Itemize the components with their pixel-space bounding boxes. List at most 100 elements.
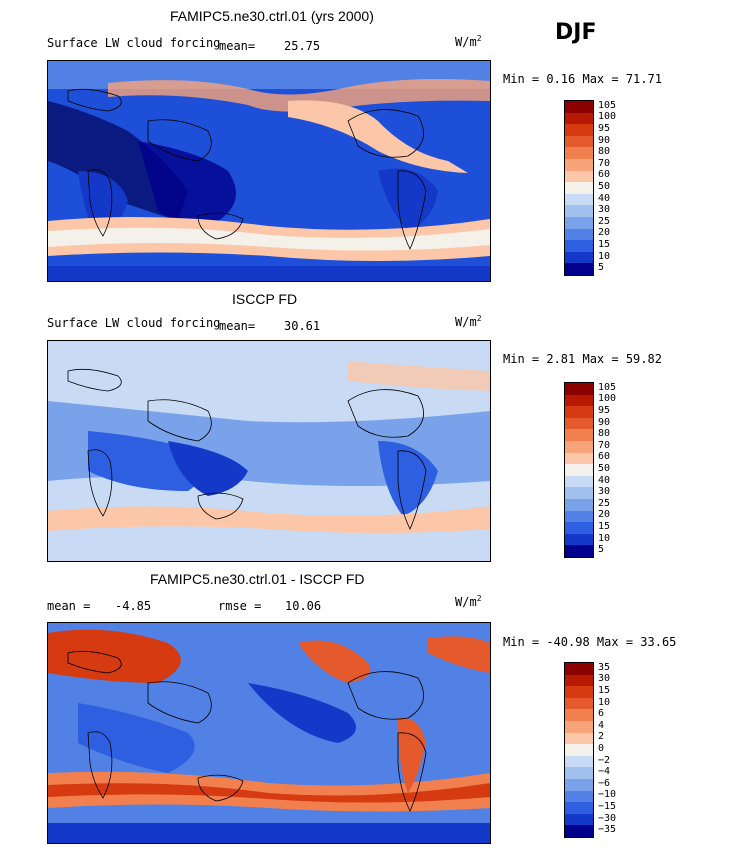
colorbar-tick-label: 105 xyxy=(598,381,617,393)
colorbar-segment xyxy=(565,383,593,395)
panel1-minmax: Min = 0.16 Max = 71.71 xyxy=(503,72,662,86)
colorbar-segment xyxy=(565,440,593,453)
panel2-mean-value: 30.61 xyxy=(284,319,321,333)
colorbar-tick-label: 5 xyxy=(598,262,605,274)
panel2-units: W/m2 xyxy=(455,314,482,329)
panel1-colorbar xyxy=(564,100,594,276)
colorbar-segment xyxy=(565,170,593,183)
colorbar-segment xyxy=(565,790,593,803)
colorbar-segment xyxy=(565,228,593,241)
colorbar-tick-label: 50 xyxy=(598,181,611,192)
colorbar-segment xyxy=(565,767,593,779)
panel2-map-svg xyxy=(48,341,490,561)
panel3-mean-value: -4.85 xyxy=(115,599,152,613)
panel1-units: W/m2 xyxy=(455,34,482,49)
colorbar-segment xyxy=(565,182,593,194)
colorbar-segment xyxy=(565,709,593,721)
colorbar-segment xyxy=(565,510,593,523)
colorbar-tick-label: −30 xyxy=(598,812,617,824)
colorbar-segment xyxy=(565,135,593,148)
colorbar-segment xyxy=(565,825,593,837)
colorbar-tick-label: 95 xyxy=(598,123,611,134)
colorbar-tick-label: 5 xyxy=(598,544,605,556)
colorbar-tick-label: 25 xyxy=(598,497,611,509)
colorbar-segment xyxy=(565,487,593,499)
colorbar-segment xyxy=(565,732,593,745)
colorbar-segment xyxy=(565,429,593,441)
panel3-title: FAMIPC5.ne30.ctrl.01 - ISCCP FD xyxy=(150,571,365,587)
colorbar-segment xyxy=(565,112,593,125)
colorbar-segment xyxy=(565,417,593,430)
panel3-rmse-value: 10.06 xyxy=(285,599,322,613)
colorbar-segment xyxy=(565,158,593,171)
colorbar-tick-label: 20 xyxy=(598,227,611,239)
panel2-map xyxy=(47,340,491,562)
colorbar-tick-label: 10 xyxy=(598,250,611,262)
panel2-colorbar xyxy=(564,382,594,558)
colorbar-tick-label: −2 xyxy=(598,754,611,766)
colorbar-tick-label: 2 xyxy=(598,731,605,743)
panel1-map-svg xyxy=(48,61,490,281)
colorbar-segment xyxy=(565,686,593,698)
colorbar-segment xyxy=(565,475,593,488)
colorbar-tick-label: 40 xyxy=(598,192,611,204)
panel2-mean-label: mean= xyxy=(219,319,256,333)
colorbar-tick-label: 30 xyxy=(598,673,611,685)
colorbar-segment xyxy=(565,124,593,136)
colorbar-tick-label: 100 xyxy=(598,111,617,123)
colorbar-tick-label: −4 xyxy=(598,766,611,778)
colorbar-tick-label: 15 xyxy=(598,239,611,250)
colorbar-tick-label: 15 xyxy=(598,685,611,696)
colorbar-tick-label: 35 xyxy=(598,661,611,673)
colorbar-segment xyxy=(565,406,593,418)
colorbar-tick-label: 90 xyxy=(598,416,611,428)
colorbar-tick-label: 95 xyxy=(598,405,611,416)
colorbar-tick-label: 100 xyxy=(598,393,617,405)
panel1-map xyxy=(47,60,491,282)
colorbar-segment xyxy=(565,533,593,546)
colorbar-tick-label: 4 xyxy=(598,719,605,731)
colorbar-tick-label: −6 xyxy=(598,777,611,789)
colorbar-segment xyxy=(565,755,593,768)
panel3-units: W/m2 xyxy=(455,594,482,609)
panel3-map xyxy=(47,622,491,844)
panel1-title: FAMIPC5.ne30.ctrl.01 (yrs 2000) xyxy=(170,8,374,24)
colorbar-segment xyxy=(565,744,593,756)
panel3-rmse-label: rmse = xyxy=(218,599,262,613)
panel2-title: ISCCP FD xyxy=(232,291,298,307)
colorbar-tick-label: 60 xyxy=(598,451,611,463)
colorbar-tick-label: 80 xyxy=(598,428,611,440)
panel1-field-label: Surface LW cloud forcing xyxy=(47,36,221,50)
colorbar-tick-label: 50 xyxy=(598,463,611,474)
colorbar-segment xyxy=(565,251,593,264)
panel3-colorbar xyxy=(564,662,594,838)
colorbar-segment xyxy=(565,101,593,113)
colorbar-segment xyxy=(565,464,593,476)
colorbar-segment xyxy=(565,663,593,675)
season-label: DJF xyxy=(555,20,597,45)
colorbar-segment xyxy=(565,263,593,275)
colorbar-tick-label: 20 xyxy=(598,509,611,521)
panel2-minmax: Min = 2.81 Max = 59.82 xyxy=(503,352,662,366)
panel1-mean-value: 25.75 xyxy=(284,39,321,53)
colorbar-segment xyxy=(565,205,593,217)
colorbar-segment xyxy=(565,522,593,534)
panel3-mean-label: mean = xyxy=(47,599,91,613)
colorbar-segment xyxy=(565,147,593,159)
colorbar-tick-label: 70 xyxy=(598,157,611,169)
colorbar-segment xyxy=(565,802,593,814)
colorbar-tick-label: 30 xyxy=(598,486,611,498)
colorbar-tick-label: 25 xyxy=(598,215,611,227)
colorbar-tick-label: −10 xyxy=(598,789,617,801)
panel3-map-svg xyxy=(48,623,490,843)
colorbar-tick-label: 105 xyxy=(598,99,617,111)
colorbar-segment xyxy=(565,240,593,252)
panel2-field-label: Surface LW cloud forcing xyxy=(47,316,221,330)
colorbar-tick-label: 90 xyxy=(598,134,611,146)
panel3-minmax: Min = -40.98 Max = 33.65 xyxy=(503,635,677,649)
colorbar-segment xyxy=(565,697,593,710)
colorbar-tick-label: 70 xyxy=(598,439,611,451)
colorbar-tick-label: −35 xyxy=(598,824,617,836)
colorbar-segment xyxy=(565,193,593,206)
colorbar-tick-label: 80 xyxy=(598,146,611,158)
